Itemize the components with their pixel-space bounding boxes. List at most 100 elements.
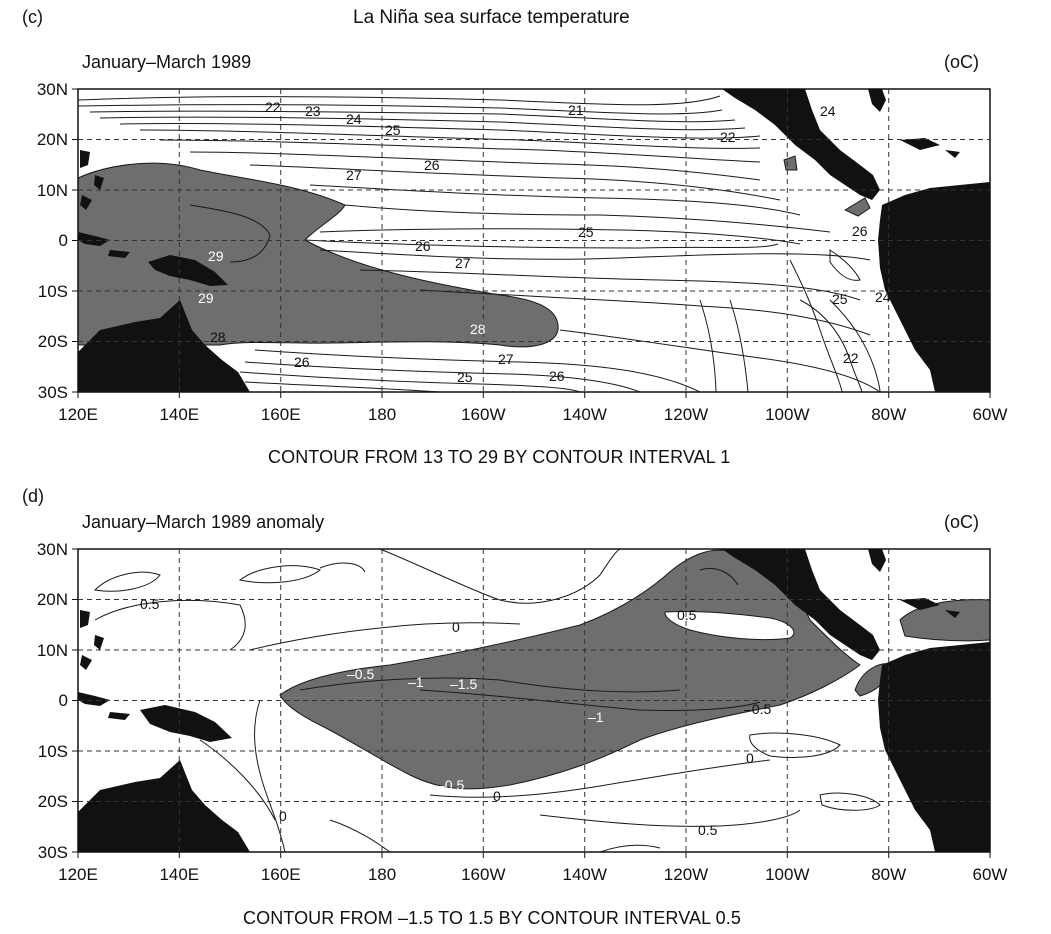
panel-d-contour-label: –0.5	[437, 777, 464, 793]
panel-d-gridlines	[78, 549, 990, 852]
panel-d-cold-anomaly-shading	[279, 549, 861, 790]
panel-c-contour-label: 22	[265, 99, 281, 115]
panel-c-contour-label: 25	[385, 122, 401, 138]
panel-d-indonesia-land	[78, 692, 130, 720]
panel-c-gridlines	[78, 89, 990, 392]
panel-c-lat-label: 10S	[38, 282, 68, 301]
panel-c-contour-label: 28	[346, 203, 362, 219]
panel-d-contour-label: 0.5	[677, 607, 697, 623]
panel-c-lon-label: 60W	[973, 405, 1008, 424]
panel-c-map: 30N 20N 10N 0 10S 20S 30S 120E 140E 160E…	[37, 80, 1008, 424]
panel-d-contour-label: 0	[279, 808, 287, 824]
panel-d-contour-label: –1.5	[450, 676, 477, 692]
panel-d-lon-label: 120E	[58, 865, 98, 884]
panel-c-contour-label: 26	[294, 354, 310, 370]
panel-c-lat-label: 0	[59, 231, 68, 250]
panel-c-warm-pool-shading	[78, 162, 559, 348]
panel-c-lon-label: 180	[368, 405, 396, 424]
panel-d-lon-label: 140W	[562, 865, 606, 884]
panel-c-lon-label: 160W	[461, 405, 505, 424]
panel-d-philippines-land	[80, 610, 104, 670]
panel-c-lat-label: 30S	[38, 383, 68, 402]
panel-c-south-america-land	[878, 182, 990, 392]
panel-d-lon-label: 160E	[261, 865, 301, 884]
panel-c-contour-label: 27	[455, 255, 471, 271]
panel-d-subtitle: January–March 1989 anomaly	[82, 512, 325, 532]
panel-c-contour-label: 24	[875, 289, 891, 305]
panel-c-lat-label: 20S	[38, 332, 68, 351]
panel-c-contour-label: 24	[820, 103, 836, 119]
panel-d-contour-label: 0	[452, 619, 460, 635]
panel-d-north-america-land	[722, 549, 880, 660]
panel-d-florida-land	[868, 549, 886, 572]
panel-c-contour-label: 26	[549, 368, 565, 384]
figure-title: La Niña sea surface temperature	[353, 7, 630, 28]
panel-c-new-guinea-land	[148, 255, 228, 286]
panel-c-contour-label: 22	[843, 350, 859, 366]
panel-c-lon-label: 120E	[58, 405, 98, 424]
panel-d-contour-label: 0	[493, 788, 501, 804]
panel-c-caribbean-land	[900, 138, 960, 158]
panel-d-lat-label: 0	[59, 691, 68, 710]
panel-c-contour-label: 26	[415, 238, 431, 254]
panel-c-contour-label: 27	[498, 351, 514, 367]
panel-d-lat-label: 20N	[37, 590, 68, 609]
panel-d-lon-label: 60W	[973, 865, 1008, 884]
panel-c-contour-label: 25	[578, 224, 594, 240]
panel-d-contour-label: 0.5	[698, 822, 718, 838]
panel-c-contour-label: 23	[305, 103, 321, 119]
panel-c-australia-land	[78, 300, 250, 392]
panel-d-contours	[93, 549, 881, 852]
panel-d-lon-label: 140E	[159, 865, 199, 884]
panel-c-lon-label: 140W	[562, 405, 606, 424]
panel-c-contour-label: 27	[346, 167, 362, 183]
panel-c-contour-label: 26	[852, 223, 868, 239]
panel-d-caribbean-land	[900, 598, 960, 618]
panel-c-contour-label: 28	[210, 329, 226, 345]
panel-c-contour-label: 22	[720, 129, 736, 145]
panel-c-subtitle: January–March 1989	[82, 52, 252, 72]
panel-c-philippines-land	[80, 150, 104, 210]
panel-c-lon-label: 100W	[765, 405, 809, 424]
panel-d-contour-label: 0.5	[140, 596, 160, 612]
panel-c-contour-label: 25	[457, 369, 473, 385]
panel-c-lon-label: 140E	[159, 405, 199, 424]
panel-c-contour-label: 24	[346, 111, 362, 127]
panel-c-contour-label: 29	[208, 248, 224, 264]
panel-d-lon-label: 180	[368, 865, 396, 884]
panel-d-lat-label: 10S	[38, 742, 68, 761]
panel-c-lon-label: 160E	[261, 405, 301, 424]
panel-c-footer: CONTOUR FROM 13 TO 29 BY CONTOUR INTERVA…	[268, 447, 731, 467]
panel-c-lon-label: 80W	[871, 405, 906, 424]
panel-c-indonesia-land	[78, 232, 130, 258]
panel-d-map: 30N 20N 10N 0 10S 20S 30S 120E 140E 160E…	[37, 540, 1008, 884]
panel-d-lon-label: 80W	[871, 865, 906, 884]
panel-d-lat-label: 20S	[38, 792, 68, 811]
panel-c-contour-label: 28	[470, 321, 486, 337]
panel-d-contour-label: 0	[746, 750, 754, 766]
panel-d-contour-label: –1	[408, 674, 424, 690]
panel-c-north-america-land	[722, 89, 880, 200]
panel-c-letter: (c)	[22, 7, 43, 27]
panel-c-lon-label: 120W	[664, 405, 708, 424]
panel-d-contour-label: –1	[588, 709, 604, 725]
panel-d-letter: (d)	[22, 486, 44, 506]
panel-c-contour-label: 29	[198, 290, 214, 306]
panel-d-footer: CONTOUR FROM –1.5 TO 1.5 BY CONTOUR INTE…	[243, 908, 741, 928]
panel-c-lat-label: 10N	[37, 181, 68, 200]
panel-d-unit: (oC)	[944, 512, 979, 532]
panel-c-contour-label: 26	[424, 157, 440, 173]
panel-d-lat-label: 30N	[37, 540, 68, 559]
panel-d-south-america-land	[878, 642, 990, 852]
panel-d-lat-label: 10N	[37, 641, 68, 660]
panel-d-new-guinea-land	[140, 705, 232, 742]
panel-c-unit: (oC)	[944, 52, 979, 72]
panel-c-lat-label: 30N	[37, 80, 68, 99]
panel-d-lon-label: 100W	[765, 865, 809, 884]
panel-c-florida-land	[868, 89, 886, 112]
panel-c-contour-label: 25	[832, 291, 848, 307]
panel-c-contour-label: 21	[568, 102, 584, 118]
panel-d-lon-label: 160W	[461, 865, 505, 884]
panel-d-lon-label: 120W	[664, 865, 708, 884]
